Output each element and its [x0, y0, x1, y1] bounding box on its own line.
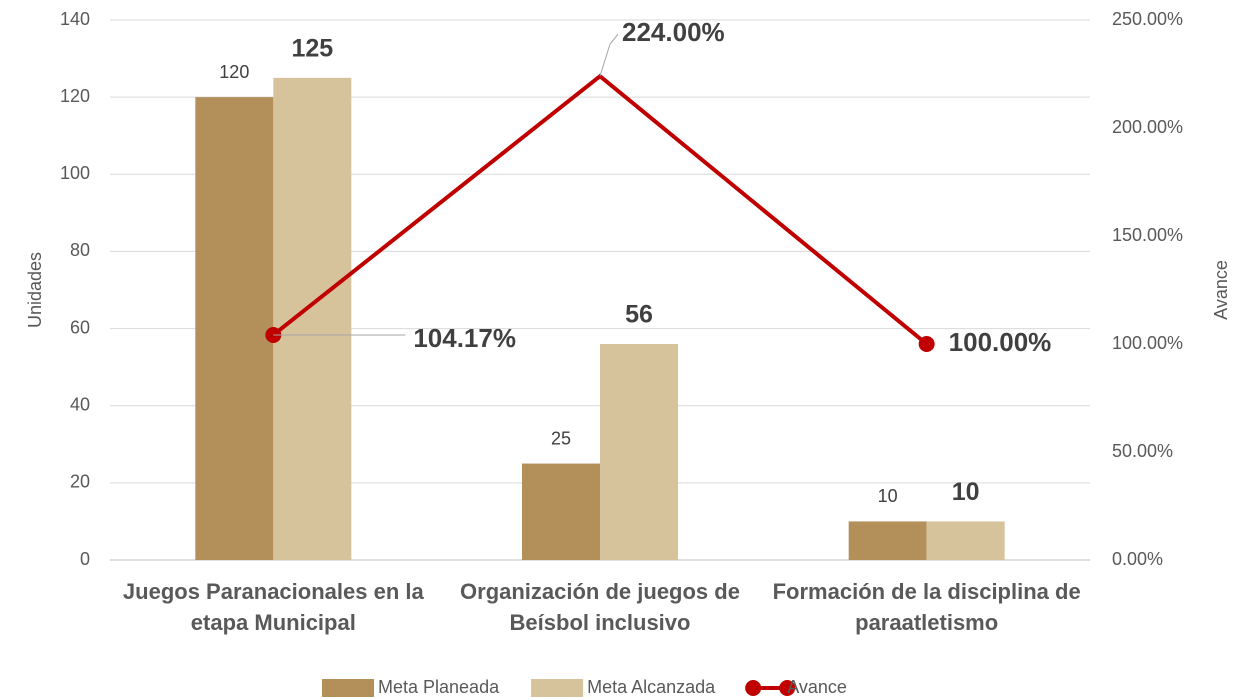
- y-axis-title: Unidades: [25, 252, 45, 328]
- x-tick-label: Juegos Paranacionales en la etapa Munici…: [122, 579, 424, 635]
- line-data-label: 224.00%: [622, 17, 725, 47]
- y-tick-label: 100: [60, 163, 90, 183]
- line-data-label: 100.00%: [949, 327, 1052, 357]
- y-tick-label: 20: [70, 472, 90, 492]
- y-tick-label: 80: [70, 240, 90, 260]
- y2-tick-label: 50.00%: [1112, 441, 1173, 461]
- data-label: 10: [952, 478, 980, 506]
- y-tick-label: 40: [70, 394, 90, 414]
- legend-swatch: [745, 680, 762, 696]
- bar: [926, 521, 1005, 560]
- legend-label: Avance: [787, 677, 847, 697]
- legend-swatch: [322, 679, 374, 697]
- x-tick-label-box: Formación de la disciplina de paraatleti…: [772, 579, 1081, 635]
- data-label: 125: [291, 34, 333, 62]
- line-data-label: 104.17%: [413, 323, 516, 353]
- y-tick-label: 0: [80, 549, 90, 569]
- y-tick-label: 140: [60, 9, 90, 29]
- data-label: 120: [219, 62, 249, 82]
- bar: [848, 521, 927, 560]
- y2-tick-label: 100.00%: [1112, 333, 1183, 353]
- y2-tick-label: 0.00%: [1112, 549, 1163, 569]
- y2-tick-label: 250.00%: [1112, 9, 1183, 29]
- data-label: 56: [625, 301, 653, 329]
- y-tick-label: 120: [60, 86, 90, 106]
- y-tick-label: 60: [70, 317, 90, 337]
- y2-axis-title: Avance: [1211, 260, 1231, 320]
- data-label: 25: [551, 428, 571, 448]
- bar: [600, 344, 678, 560]
- data-label: 10: [878, 486, 898, 506]
- line-series: [272, 73, 928, 346]
- y2-tick-label: 150.00%: [1112, 225, 1183, 245]
- x-tick-label-box: Juegos Paranacionales en la etapa Munici…: [122, 579, 424, 635]
- legend-label: Meta Alcanzada: [587, 677, 716, 697]
- bar: [273, 77, 352, 560]
- legend-swatch: [531, 679, 584, 697]
- legend-label: Meta Planeada: [378, 677, 500, 697]
- x-tick-label: Formación de la disciplina de paraatleti…: [772, 579, 1081, 635]
- leader-line: [599, 33, 619, 77]
- bar: [522, 463, 600, 560]
- x-tick-label: Organización de juegos de Beísbol inclus…: [460, 579, 740, 635]
- line-marker: [918, 336, 935, 352]
- bar: [195, 97, 274, 561]
- legend-swatch: [779, 680, 796, 696]
- y2-tick-label: 200.00%: [1112, 117, 1183, 137]
- x-tick-label-box: Organización de juegos de Beísbol inclus…: [460, 579, 740, 635]
